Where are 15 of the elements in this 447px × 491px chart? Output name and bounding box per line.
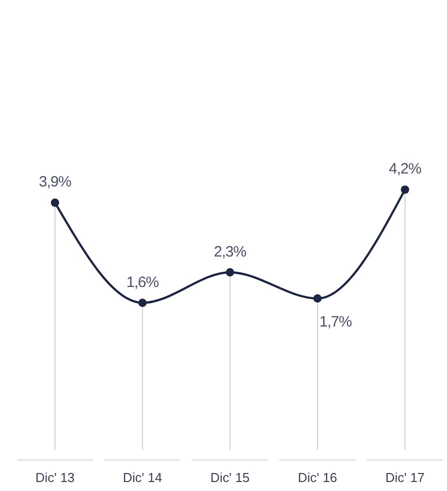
x-tick-label: Dic' 14	[122, 470, 162, 485]
data-label: 2,3%	[214, 243, 246, 260]
point	[138, 298, 147, 308]
data-label: 3,9%	[38, 174, 72, 191]
point	[400, 185, 410, 194]
point	[50, 198, 60, 207]
x-tick-label: Dic' 16	[298, 470, 338, 485]
point	[226, 268, 234, 277]
x-tick-label: Dic' 13	[35, 470, 75, 485]
point	[313, 294, 322, 303]
data-label: 1,6%	[126, 274, 159, 291]
x-tick-label: Dic' 15	[210, 470, 250, 485]
x-tick-label: Dic' 17	[385, 470, 425, 485]
data-label: 4,2%	[388, 160, 422, 178]
data-label: 1,7%	[319, 313, 352, 330]
